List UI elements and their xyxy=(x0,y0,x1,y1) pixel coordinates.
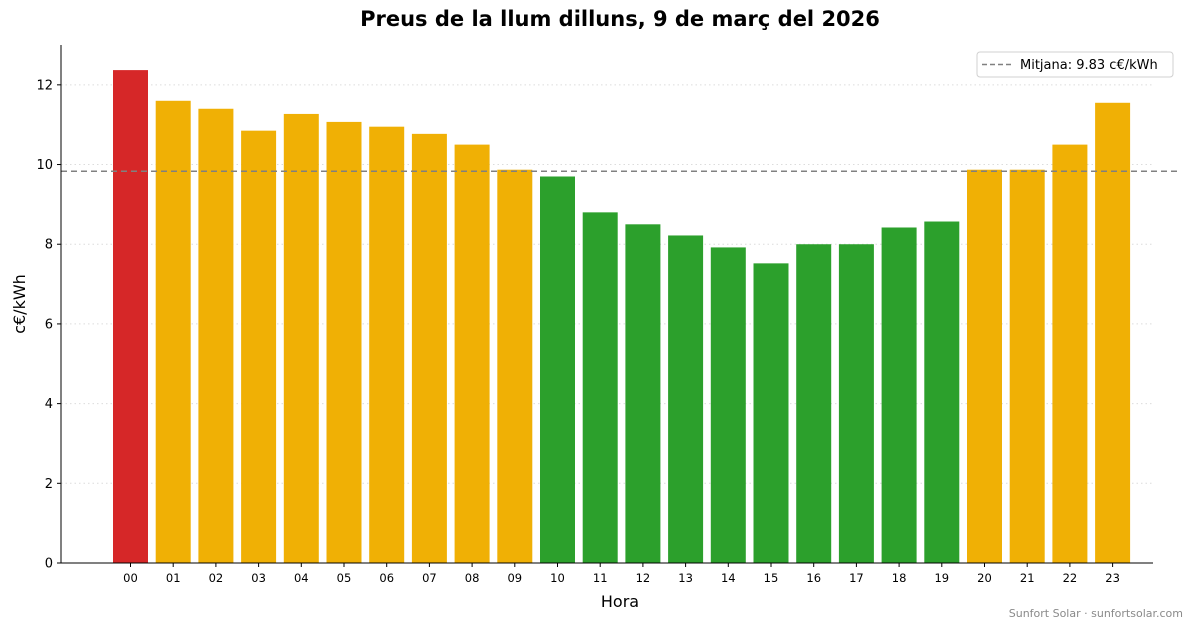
bar-hour-19 xyxy=(924,221,960,563)
x-tick-label: 04 xyxy=(294,571,309,585)
y-tick-label: 6 xyxy=(45,317,53,332)
x-tick-label: 08 xyxy=(465,571,480,585)
x-tick-label: 03 xyxy=(251,571,266,585)
x-tick-label: 23 xyxy=(1105,571,1120,585)
bar-hour-16 xyxy=(796,244,832,563)
axes xyxy=(60,45,1153,564)
bar-hour-09 xyxy=(497,169,533,564)
bar-hour-03 xyxy=(241,130,277,563)
x-tick-label: 05 xyxy=(337,571,352,585)
legend-label: Mitjana: 9.83 c€/kWh xyxy=(1020,58,1158,73)
legend: Mitjana: 9.83 c€/kWh xyxy=(976,51,1174,78)
x-tick-label: 11 xyxy=(593,571,608,585)
y-tick-label: 0 xyxy=(45,557,53,572)
x-tick-label: 14 xyxy=(721,571,736,585)
x-tick-label: 09 xyxy=(507,571,522,585)
footer-credit: Sunfort Solar · sunfortsolar.com xyxy=(1009,607,1183,620)
bar-hour-11 xyxy=(582,212,618,563)
y-axis-label: c€/kWh xyxy=(10,274,29,334)
y-tick-label: 8 xyxy=(45,238,53,253)
x-tick-label: 15 xyxy=(764,571,779,585)
x-tick-label: 00 xyxy=(123,571,138,585)
bar-hour-17 xyxy=(838,244,874,563)
bar-hour-20 xyxy=(967,169,1002,564)
bar-hour-18 xyxy=(881,227,917,563)
x-tick-label: 16 xyxy=(806,571,821,585)
y-tick-label: 10 xyxy=(36,158,53,173)
x-tick-label: 10 xyxy=(550,571,565,585)
bar-hour-07 xyxy=(411,133,447,563)
bar-hour-06 xyxy=(369,126,405,563)
bar-hour-02 xyxy=(198,108,234,563)
x-tick-label: 07 xyxy=(422,571,437,585)
x-tick-label: 06 xyxy=(379,571,394,585)
y-axis-ticks: 0 2 4 6 8 10 12 xyxy=(36,78,61,572)
bar-hour-12 xyxy=(625,224,661,564)
x-tick-label: 21 xyxy=(1020,571,1035,585)
bar-hour-04 xyxy=(283,113,319,564)
bar-hour-22 xyxy=(1052,144,1088,563)
x-tick-label: 01 xyxy=(166,571,181,585)
x-tick-label: 18 xyxy=(892,571,907,585)
bar-hour-15 xyxy=(753,263,789,563)
bar-hour-14 xyxy=(710,247,746,563)
bars-group xyxy=(113,70,1131,564)
x-tick-label: 17 xyxy=(849,571,864,585)
x-tick-label: 19 xyxy=(934,571,949,585)
x-axis-ticks: 00 01 02 03 04 05 06 07 08 09 10 11 12 13 14 15 16 17 18 19… xyxy=(123,563,1120,585)
bar-hour-00 xyxy=(113,70,148,563)
y-tick-label: 2 xyxy=(45,477,53,492)
x-tick-label: 12 xyxy=(636,571,651,585)
bar-hour-10 xyxy=(540,176,575,563)
bar-hour-05 xyxy=(326,121,362,563)
bar-hour-08 xyxy=(454,144,490,563)
legend-box xyxy=(976,51,1174,78)
x-tick-label: 20 xyxy=(977,571,992,585)
chart-title: Preus de la llum dilluns, 9 de març del … xyxy=(360,7,880,31)
x-tick-label: 02 xyxy=(209,571,224,585)
x-axis-label: Hora xyxy=(601,592,639,611)
bar-hour-21 xyxy=(1009,169,1045,564)
bar-hour-23 xyxy=(1095,102,1131,564)
bar-hour-01 xyxy=(155,100,191,564)
y-tick-label: 12 xyxy=(36,78,53,93)
y-tick-label: 4 xyxy=(45,397,53,412)
x-tick-label: 22 xyxy=(1063,571,1078,585)
x-tick-label: 13 xyxy=(678,571,693,585)
bar-hour-13 xyxy=(668,235,704,564)
